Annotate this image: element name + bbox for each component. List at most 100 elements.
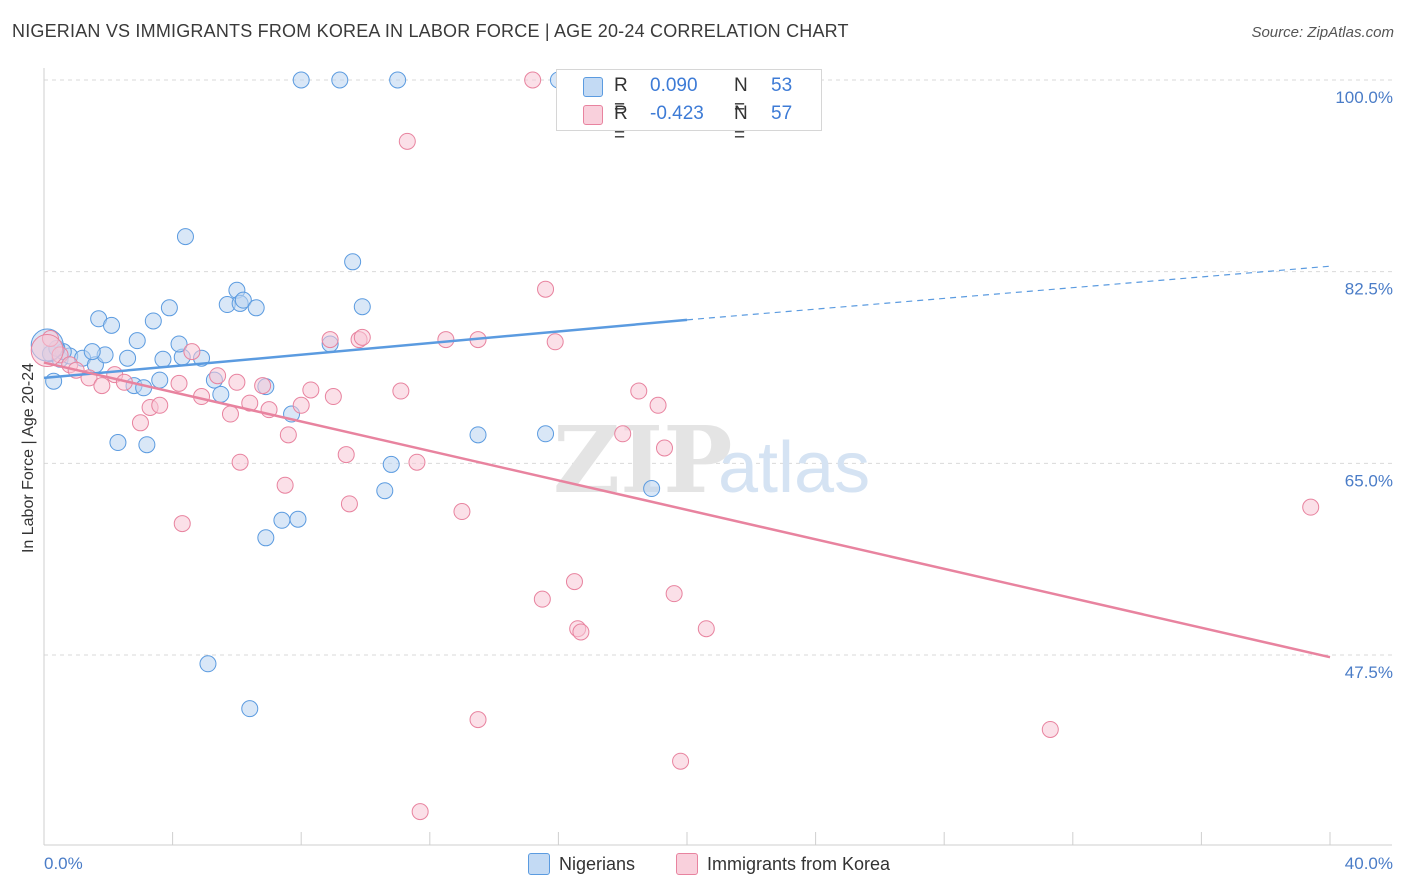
point-korea-56: [30, 334, 64, 368]
point-nigerians-36: [289, 510, 307, 528]
point-nigerians-8: [83, 343, 101, 361]
legend-n-label: N =: [734, 75, 748, 118]
point-korea-30: [437, 331, 455, 349]
point-nigerians-13: [128, 332, 146, 350]
point-nigerians-17: [154, 350, 172, 368]
point-korea-35: [630, 382, 648, 400]
point-korea-23: [321, 331, 339, 349]
y-tick-label-1: 82.5%: [1345, 280, 1393, 299]
x-tick-label-max: 40.0%: [1345, 854, 1393, 873]
series-legend-swatch-korea: [676, 853, 698, 875]
point-korea-46: [572, 623, 590, 641]
point-korea-55: [524, 71, 542, 89]
watermark-zip: ZIP: [553, 406, 732, 514]
point-nigerians-27: [247, 299, 265, 317]
point-korea-29: [408, 453, 426, 471]
y-tick-label-2: 65.0%: [1345, 471, 1393, 490]
point-korea-50: [672, 752, 690, 770]
chart-title: NIGERIAN VS IMMIGRANTS FROM KOREA IN LAB…: [12, 21, 849, 41]
point-korea-17: [241, 394, 259, 412]
y-tick-label-0: 100.0%: [1335, 88, 1393, 107]
point-nigerians-48: [292, 71, 310, 89]
point-korea-18: [254, 377, 272, 395]
point-nigerians-47: [241, 700, 259, 718]
point-korea-20: [279, 426, 297, 444]
point-nigerians-16: [151, 371, 169, 389]
x-tick-label-min: 0.0%: [44, 854, 83, 873]
correlation-legend: R = 0.090 N = 53 R = -0.423 N = 57: [556, 69, 822, 146]
point-korea-21: [292, 396, 310, 414]
series-legend-swatch-nigerians: [528, 853, 550, 875]
point-nigerians-40: [353, 298, 371, 316]
point-korea-24: [324, 388, 342, 406]
point-nigerians-43: [469, 426, 487, 444]
point-nigerians-15: [160, 299, 178, 317]
point-korea-54: [398, 132, 416, 150]
watermark: ZIP atlas: [553, 406, 870, 514]
point-korea-53: [1302, 498, 1320, 516]
point-korea-10: [151, 396, 169, 414]
legend-swatch-korea: [583, 105, 603, 125]
series-legend-label-korea: Immigrants from Korea: [707, 854, 891, 874]
point-korea-42: [173, 515, 191, 533]
point-korea-44: [533, 590, 551, 608]
point-nigerians-11: [103, 316, 121, 334]
legend-n-value-nigerians: 53: [771, 75, 793, 96]
point-nigerians-46: [199, 655, 217, 673]
point-korea-8: [131, 414, 149, 432]
point-korea-43: [565, 573, 583, 591]
point-nigerians-41: [382, 455, 400, 473]
gridlines: [44, 79, 1392, 656]
series-legend-nigerians: Nigerians: [528, 851, 668, 877]
point-nigerians-22: [212, 385, 230, 403]
point-korea-11: [170, 374, 188, 392]
point-korea-33: [546, 333, 564, 351]
point-korea-39: [276, 476, 294, 494]
point-korea-15: [221, 405, 239, 423]
trend-line-extension-nigerians: [686, 265, 1331, 321]
chart-source: Source: ZipAtlas.com: [1251, 24, 1394, 41]
point-korea-5: [93, 377, 111, 395]
point-korea-52: [1041, 720, 1059, 738]
axes: [43, 68, 1392, 846]
watermark-atlas: atlas: [718, 428, 870, 508]
point-korea-40: [340, 495, 358, 513]
point-korea-12: [183, 343, 201, 361]
point-nigerians-42: [376, 482, 394, 500]
series-legend-label-nigerians: Nigerians: [559, 854, 636, 874]
point-nigerians-14: [144, 312, 162, 330]
point-nigerians-35: [273, 511, 291, 529]
y-tick-labels: 100.0% 82.5% 65.0% 47.5%: [1335, 88, 1393, 682]
point-korea-51: [411, 803, 429, 821]
point-korea-49: [469, 711, 487, 729]
point-korea-16: [228, 373, 246, 391]
legend-r-value-korea: -0.423: [650, 103, 704, 124]
point-nigerians-19: [170, 335, 188, 353]
point-korea-27: [353, 328, 371, 346]
trend-lines: [43, 265, 1331, 659]
point-korea-38: [231, 453, 249, 471]
legend-n-label: N =: [734, 103, 748, 146]
legend-swatch-nigerians: [583, 77, 603, 97]
trend-line-korea: [43, 361, 1331, 659]
point-korea-28: [392, 382, 410, 400]
point-nigerians-49: [331, 71, 349, 89]
legend-n-value-korea: 57: [771, 103, 793, 124]
point-nigerians-50: [389, 71, 407, 89]
point-korea-32: [537, 280, 555, 298]
point-nigerians-33: [176, 228, 194, 246]
point-korea-47: [665, 585, 683, 603]
point-korea-48: [697, 620, 715, 638]
point-korea-34: [614, 425, 632, 443]
trend-line-nigerians: [43, 318, 688, 380]
legend-r-value-nigerians: 0.090: [650, 75, 698, 96]
point-korea-22: [302, 381, 320, 399]
series-legend-korea: Immigrants from Korea: [676, 851, 936, 877]
y-tick-label-3: 47.5%: [1345, 663, 1393, 682]
point-nigerians-39: [344, 253, 362, 271]
point-nigerians-32: [138, 436, 156, 454]
legend-r-label: R =: [614, 75, 628, 118]
point-korea-36: [655, 439, 673, 457]
point-nigerians-37: [257, 529, 275, 547]
